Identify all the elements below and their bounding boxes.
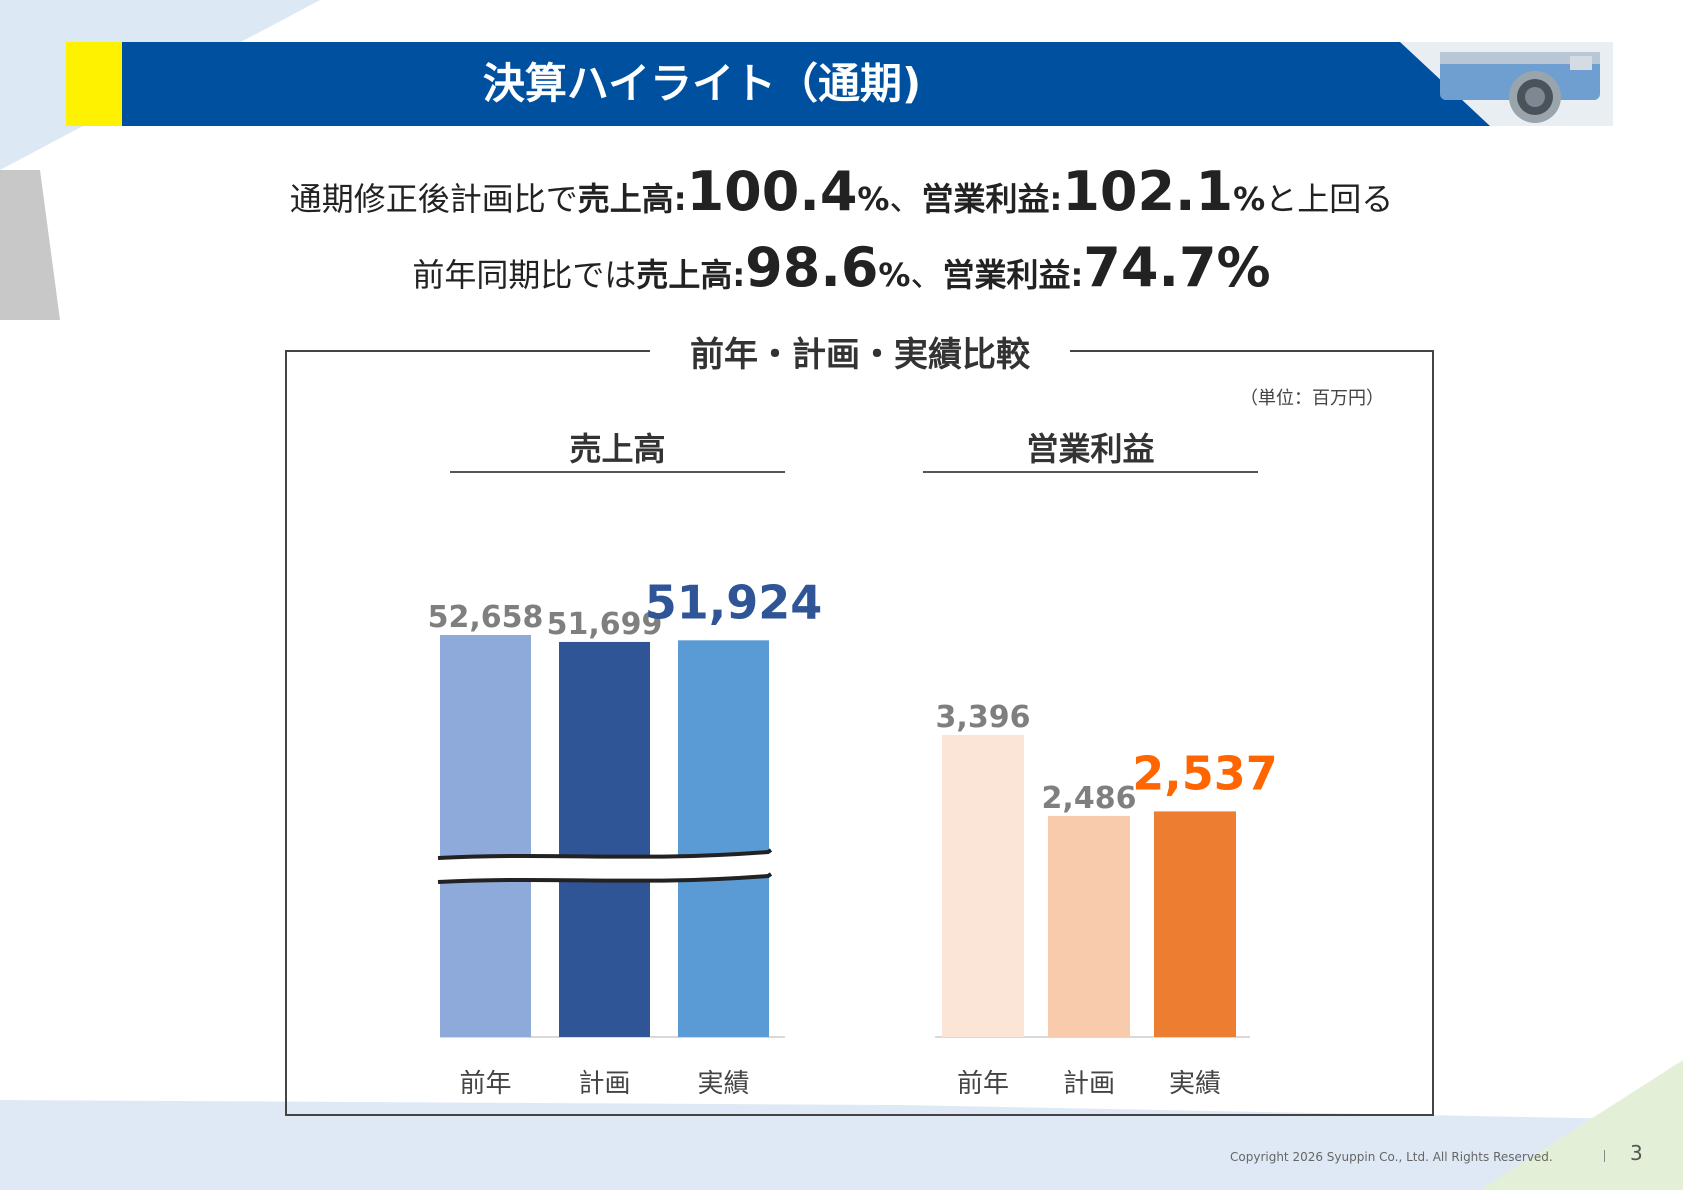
op-panel-title: 営業利益: [1026, 430, 1155, 468]
headline1-sales-value: 100.4: [686, 160, 858, 223]
sales-panel-title: 売上高: [569, 430, 666, 468]
data-label-1-1: 2,486: [1042, 781, 1137, 816]
axis-break-line-top: [437, 848, 773, 860]
headline-line2: 前年同期比では売上高:98.6%、営業利益:74.7%: [0, 236, 1683, 299]
category-label-0-0: 前年: [459, 1069, 511, 1099]
bar-0-2: [678, 640, 769, 1037]
category-label-1-0: 前年: [957, 1069, 1009, 1099]
bar-1-0: [942, 735, 1024, 1037]
category-label-0-1: 計画: [578, 1069, 630, 1099]
headline-line1: 通期修正後計画比で売上高:100.4%、営業利益:102.1%と上回る: [0, 160, 1683, 223]
bar-0-0: [440, 635, 531, 1037]
data-label-0-0: 52,658: [428, 600, 544, 635]
headline1-pct1: %: [857, 180, 890, 218]
headline1-op-label: 営業利益:: [921, 180, 1063, 218]
unit-label: （単位：百万円）: [1240, 388, 1384, 409]
footer-separator: [1604, 1150, 1605, 1162]
headline1-sales-label: 売上高:: [577, 180, 687, 218]
headline2-sep: 、: [910, 256, 943, 294]
axis-break-line-bottom: [437, 872, 773, 884]
bar-1-2: [1154, 811, 1236, 1037]
comparison-title: 前年・計画・実績比較: [650, 330, 1070, 380]
data-label-0-1: 51,699: [547, 607, 663, 642]
headline2-sales-value: 98.6: [745, 236, 879, 299]
headline2-prefix: 前年同期比では: [412, 256, 637, 294]
headline2-op-label: 営業利益:: [942, 256, 1084, 294]
category-label-1-1: 計画: [1063, 1069, 1115, 1099]
data-label-1-2: 2,537: [1132, 746, 1278, 800]
op-panel-underline: [923, 471, 1258, 473]
headline1-prefix: 通期修正後計画比で: [289, 180, 578, 218]
headline2-op-value: 74.7%: [1083, 236, 1271, 299]
page-number: 3: [1630, 1141, 1643, 1165]
title-accent: [66, 42, 122, 126]
bar-1-1: [1048, 815, 1130, 1037]
page-title: 決算ハイライト（通期): [482, 59, 922, 108]
category-label-0-2: 実績: [697, 1069, 749, 1099]
headline1-pct2: %: [1233, 180, 1266, 218]
title-bar: [66, 42, 1613, 126]
copyright: Copyright 2026 Syuppin Co., Ltd. All Rig…: [1230, 1150, 1553, 1164]
sales-panel-underline: [450, 471, 785, 473]
data-label-0-2: 51,924: [645, 575, 823, 629]
headline1-op-value: 102.1: [1062, 160, 1234, 223]
headline1-suffix: と上回る: [1265, 180, 1394, 218]
headline2-pct1: %: [878, 256, 911, 294]
category-label-1-2: 実績: [1169, 1069, 1221, 1099]
data-label-1-0: 3,396: [936, 700, 1031, 735]
camera-image: [1400, 42, 1613, 126]
headline2-sales-label: 売上高:: [636, 256, 746, 294]
headline1-sep: 、: [889, 180, 922, 218]
bar-0-1: [559, 641, 650, 1037]
